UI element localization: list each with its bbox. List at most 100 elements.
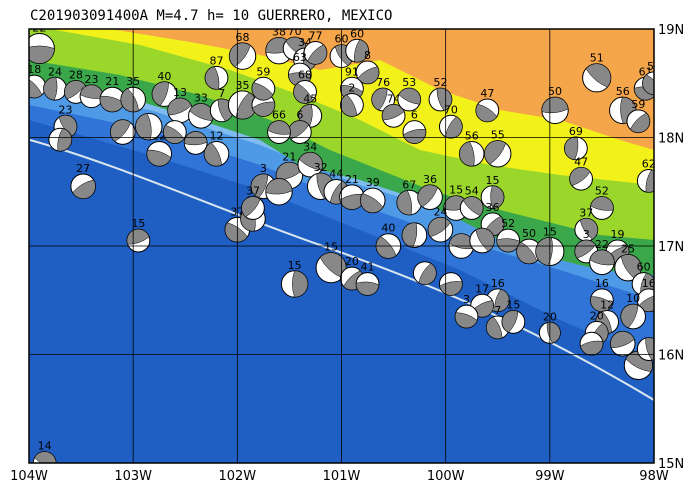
beachball-compression-quadrant bbox=[574, 239, 596, 259]
depth-label: 21 bbox=[345, 173, 359, 186]
focal-mechanism-beachball bbox=[297, 151, 324, 178]
focal-mechanism-beachball bbox=[458, 140, 485, 167]
depth-label: 20 bbox=[345, 255, 359, 268]
latitude-tick-label: 16N bbox=[658, 349, 684, 364]
focal-mechanism-beachball bbox=[280, 270, 309, 298]
highland-orange bbox=[110, 29, 654, 150]
depth-label: 15 bbox=[131, 217, 145, 230]
depth-label: 50 bbox=[548, 85, 562, 98]
beachball-compression-quadrant bbox=[251, 82, 274, 101]
beachball-compression-quadrant bbox=[579, 218, 598, 240]
depth-label: 23 bbox=[85, 73, 99, 86]
focal-mechanism-beachball bbox=[396, 189, 423, 216]
beachball-compression-quadrant bbox=[298, 152, 323, 171]
beachball-compression-quadrant bbox=[267, 120, 291, 135]
beachball-compression-quadrant bbox=[486, 316, 503, 339]
depth-label: 8 bbox=[364, 49, 371, 62]
depth-label: 14 bbox=[38, 440, 52, 453]
depth-label: 38 bbox=[272, 26, 286, 39]
beachball-compression-quadrant bbox=[167, 97, 192, 116]
depth-label: 59 bbox=[631, 98, 645, 111]
focal-mechanism-beachball bbox=[267, 120, 291, 144]
longitude-tick-label: 100W bbox=[427, 469, 465, 484]
depth-label: 21 bbox=[282, 150, 296, 163]
longitude-tick-label: 102W bbox=[218, 469, 256, 484]
focal-mechanism-beachball bbox=[609, 330, 636, 357]
focal-mechanism-beachball bbox=[401, 222, 428, 248]
focal-mechanism-beachball bbox=[454, 304, 479, 329]
focal-mechanism-beachball bbox=[589, 249, 615, 276]
depth-label: 28 bbox=[69, 69, 83, 82]
focal-mechanism-beachball bbox=[636, 288, 654, 313]
focal-mechanism-beachball bbox=[427, 216, 454, 243]
depth-label: 40 bbox=[381, 222, 395, 235]
beachball-compression-quadrant bbox=[569, 167, 591, 186]
beachball-compression-quadrant bbox=[630, 112, 650, 133]
focal-mechanism-beachball bbox=[228, 42, 257, 70]
beachball-compression-quadrant bbox=[163, 125, 185, 144]
beachball-compression-quadrant bbox=[401, 222, 418, 248]
depth-label: 32 bbox=[314, 161, 328, 174]
depth-label: 10 bbox=[626, 292, 640, 305]
latitude-tick-label: 19N bbox=[658, 23, 684, 38]
beachball-compression-quadrant bbox=[72, 179, 96, 199]
beachball-compression-quadrant bbox=[610, 331, 635, 349]
beachball-compression-quadrant bbox=[57, 128, 72, 152]
focal-mechanism-beachball bbox=[162, 120, 187, 144]
focal-mechanism-beachball bbox=[438, 114, 463, 139]
map-title: C201903091400A M=4.7 h= 10 GUERRERO, MEX… bbox=[30, 8, 392, 24]
depth-label: 15 bbox=[506, 299, 520, 312]
beachball-compression-quadrant bbox=[58, 115, 78, 137]
focal-mechanism-beachball bbox=[48, 127, 73, 152]
focal-mechanism-beachball bbox=[469, 227, 495, 254]
focal-mechanism-beachball bbox=[227, 90, 258, 120]
depth-label: 15 bbox=[324, 241, 338, 254]
focal-mechanism-beachball bbox=[620, 303, 646, 330]
depth-label: 24 bbox=[48, 65, 62, 78]
depth-label: 37 bbox=[246, 185, 260, 198]
depth-label: 45 bbox=[303, 92, 317, 105]
beachball-compression-quadrant bbox=[146, 149, 172, 167]
beachball-compression-quadrant bbox=[462, 196, 484, 216]
focal-mechanism-beachball bbox=[188, 103, 214, 129]
focal-mechanism-beachball bbox=[241, 196, 265, 220]
depth-label: 55 bbox=[491, 129, 505, 142]
beachball-compression-quadrant bbox=[64, 80, 86, 100]
depth-label: 70 bbox=[444, 103, 458, 116]
depth-label: 22 bbox=[32, 22, 46, 35]
depth-label: 51 bbox=[590, 52, 604, 65]
longitude-tick-label: 101W bbox=[323, 469, 361, 484]
depth-label: 6 bbox=[296, 109, 303, 122]
beachball-compression-quadrant bbox=[417, 184, 438, 208]
depth-label: 66 bbox=[272, 109, 286, 122]
focal-mechanism-beachball bbox=[32, 451, 57, 463]
latitude-tick-label: 18N bbox=[658, 132, 684, 147]
depth-label: 15 bbox=[449, 184, 463, 197]
depth-label: 34 bbox=[303, 140, 317, 153]
beachball-compression-quadrant bbox=[224, 222, 248, 243]
focal-mechanism-beachball bbox=[636, 337, 654, 361]
beachball-compression-quadrant bbox=[371, 87, 388, 111]
focal-mechanism-beachball bbox=[345, 38, 370, 63]
focal-mechanism-beachball bbox=[70, 173, 96, 200]
beachball-compression-quadrant bbox=[585, 63, 612, 88]
depth-label: 62 bbox=[642, 158, 656, 171]
beachball-compression-quadrant bbox=[293, 83, 313, 104]
longitude-tick-label: 104W bbox=[10, 469, 48, 484]
depth-label: 3 bbox=[260, 162, 267, 175]
beachball-compression-quadrant bbox=[546, 322, 561, 344]
beachball-compression-quadrant bbox=[252, 101, 276, 117]
beachball-compression-quadrant bbox=[307, 44, 328, 65]
depth-label: 44 bbox=[329, 167, 343, 180]
beachball-compression-quadrant bbox=[34, 451, 57, 463]
depth-label: 63 bbox=[293, 51, 307, 64]
focal-mechanism-beachball bbox=[293, 80, 317, 104]
beachball-compression-quadrant bbox=[110, 119, 131, 142]
depth-label: 60 bbox=[637, 261, 651, 274]
beachball-compression-quadrant bbox=[494, 289, 510, 312]
depth-label: 22 bbox=[595, 238, 609, 251]
depth-label: 70 bbox=[288, 25, 302, 38]
focal-mechanism-beachball bbox=[636, 169, 654, 193]
focal-mechanism-beachball bbox=[626, 109, 651, 134]
